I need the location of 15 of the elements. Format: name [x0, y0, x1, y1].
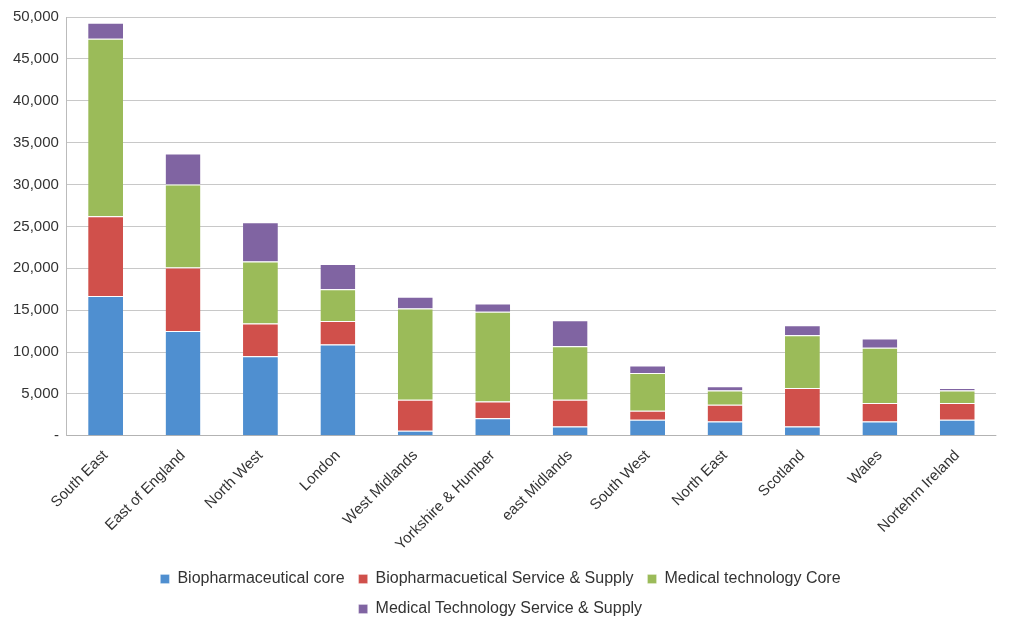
legend-label: Medical Technology Service & Supply — [375, 599, 643, 617]
y-tick-label: 35,000 — [12, 132, 59, 150]
y-tick-label: 30,000 — [12, 174, 59, 192]
legend-label: Medical technology Core — [664, 569, 841, 587]
legend-label: Biopharmacuetical Service & Supply — [375, 569, 634, 587]
y-tick-label: 40,000 — [12, 90, 59, 108]
legend-label: Biopharmaceutical core — [177, 569, 345, 587]
y-tick-label: 5,000 — [21, 384, 59, 402]
y-tick-label: 25,000 — [12, 216, 59, 234]
y-tick-label: 10,000 — [12, 342, 59, 360]
y-tick-label: 15,000 — [12, 300, 59, 318]
y-tick-label: 20,000 — [12, 258, 59, 276]
y-tick-label: 50,000 — [12, 7, 59, 25]
y-tick-label: - — [53, 425, 59, 443]
y-tick-label: 45,000 — [12, 49, 59, 67]
